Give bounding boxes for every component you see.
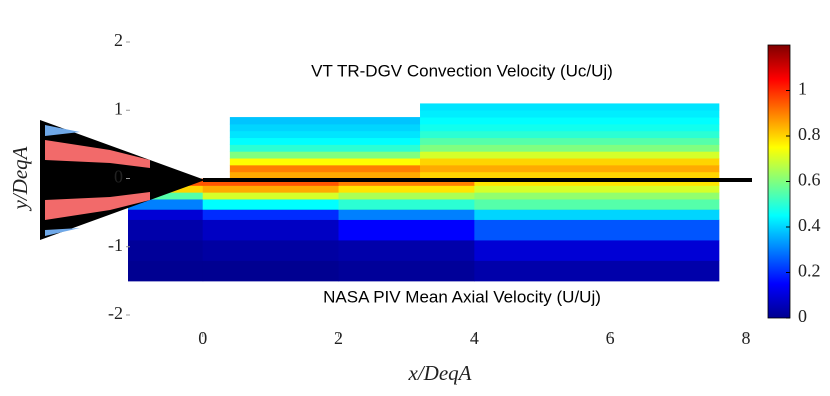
y-tick-label: -1 [108,235,123,255]
heatmap-cell [420,164,720,173]
heatmap-cell [202,239,340,261]
heatmap-cell [338,260,475,282]
heatmap-cell [202,185,340,193]
heatmap-cell [420,117,720,125]
x-tick-label: 6 [606,328,615,348]
heatmap-cell [474,209,720,220]
y-tick-label: -2 [108,303,123,323]
heatmap-cell [338,209,475,220]
heatmap-cell [229,130,421,139]
x-tick-label: 8 [742,328,751,348]
heatmap-cell [202,178,340,186]
annotation: VT TR-DGV Convection Velocity (Uc/Uj) [311,61,613,80]
heatmap-cell [229,137,421,145]
heatmap-cell [202,260,340,282]
heatmap-cell [474,219,720,241]
heatmap-cell [420,110,720,118]
heatmap-cell [202,192,340,200]
heatmap-cell [229,123,421,132]
colorbar-tick-label: 0.4 [798,215,821,235]
heatmap-cell [420,158,720,166]
heatmap-cell [202,219,340,241]
x-axis-label: x/DeqA [408,361,472,385]
heatmap-cell [128,192,204,200]
heatmap-cell [229,158,421,166]
heatmap-cell [338,178,475,186]
heatmap-cell [202,209,340,220]
heatmap-cell [229,151,421,159]
heatmap-cell [338,192,475,200]
colorbar-tick-label: 0.6 [798,170,821,190]
heatmap-cell [338,198,475,210]
heatmap-cell [420,130,720,139]
heatmap-cell [420,171,720,179]
heatmap-cell [338,219,475,241]
heatmap-cell [420,151,720,159]
heatmap-cell [202,198,340,210]
heatmap-cell [420,137,720,145]
y-axis-label: y/DeqA [8,146,32,211]
colorbar-tick-label: 1 [798,79,807,99]
annotation: NASA PIV Mean Axial Velocity (U/Uj) [323,287,601,306]
heatmap-cell [229,171,421,179]
x-tick-label: 4 [470,328,479,348]
heatmap-cell [229,144,421,152]
heatmap-cell [420,103,720,111]
heatmap-cell [474,185,720,193]
colorbar-tick-label: 0.2 [798,261,821,281]
heatmap-cell [474,192,720,200]
x-tick-label: 0 [198,328,207,348]
y-tick-label: 1 [114,98,123,118]
heatmap-cell [128,219,204,241]
colorbar-tick-label: 0 [798,306,807,326]
heatmap-cell [229,117,421,125]
heatmap-cell [474,260,720,282]
heatmap-cell [229,164,421,173]
heatmap-cell [474,239,720,261]
heatmap-cell [420,144,720,152]
heatmap-cell [338,185,475,193]
heatmap-cell [474,198,720,210]
x-tick-label: 2 [334,328,343,348]
nozzle [40,120,205,240]
y-tick-label: 2 [114,30,123,50]
colorbar-tick-label: 0.8 [798,124,821,144]
heatmap-cell [474,178,720,186]
heatmap-cell [420,123,720,132]
heatmap-cell [128,209,204,220]
heatmap-cell [128,239,204,261]
heatmap [128,103,720,282]
y-tick-label: 0 [114,167,123,187]
heatmap-cell [128,198,204,210]
heatmap-cell [128,260,204,282]
heatmap-cell [338,239,475,261]
